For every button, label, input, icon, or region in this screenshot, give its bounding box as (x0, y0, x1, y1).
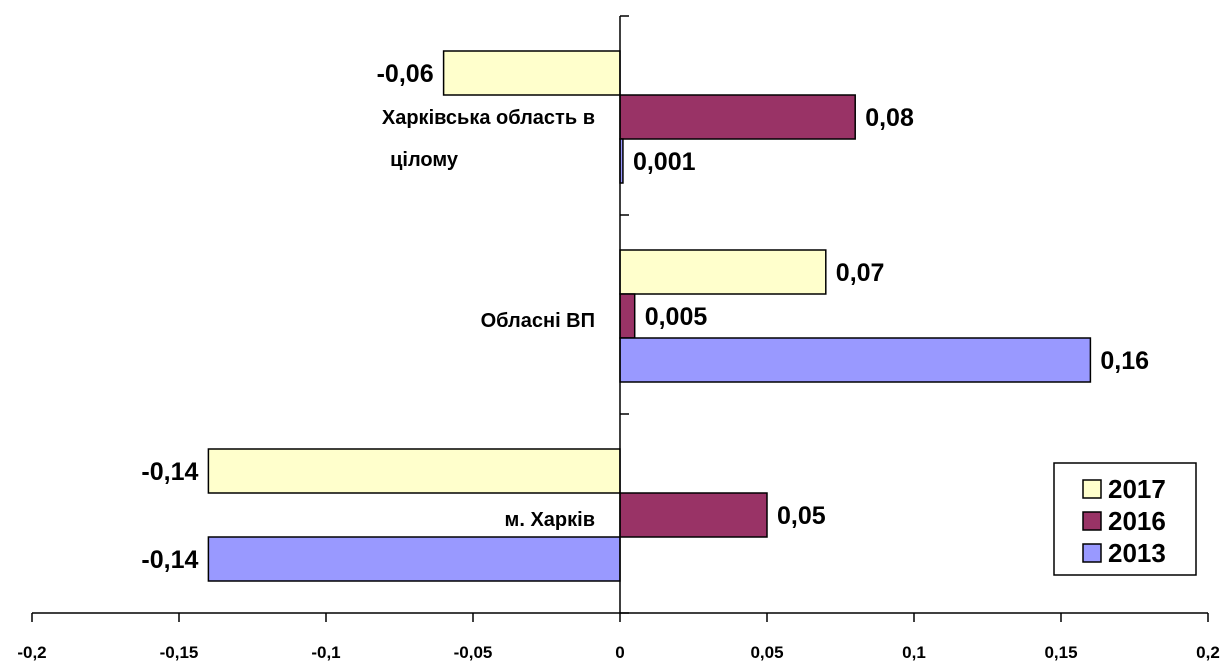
legend-swatch-2016 (1082, 511, 1102, 531)
bar-2017-1 (619, 249, 827, 295)
bar-2016-2 (619, 492, 768, 538)
legend-swatch-2017 (1082, 479, 1102, 499)
category-label-line-0-0: Харківська область в (382, 107, 595, 129)
bars-layer (207, 50, 1092, 582)
x-tick-label-2: -0,1 (311, 643, 340, 662)
data-label-2016-2: 0,05 (777, 502, 826, 530)
x-tick-label-0: -0,2 (17, 643, 46, 662)
data-label-2017-2: -0,14 (141, 458, 198, 486)
bar-2016-1 (619, 293, 636, 339)
labels-layer: -0,06 0,07 -0,14 0,08 0,005 0,05 0,001 0,16 -0,1… (141, 60, 1149, 574)
category-label-line-2-0: м. Харків (505, 509, 595, 531)
x-tick-label-1: -0,15 (160, 643, 199, 662)
legend-label-2013: 2013 (1108, 538, 1166, 568)
x-tick-label-3: -0,05 (454, 643, 493, 662)
category-label-0: Харківська область в цілому (382, 107, 595, 171)
x-tick-label-8: 0,2 (1196, 643, 1220, 662)
category-label-line-0-1: цілому (390, 149, 459, 171)
data-label-2013-2: -0,14 (141, 546, 198, 574)
bar-2017-2 (207, 448, 621, 494)
bar-2013-2 (207, 536, 621, 582)
category-label-line-1-0: Обласні ВП (481, 310, 595, 332)
data-label-2017-0: -0,06 (377, 60, 434, 88)
x-tick-label-7: 0,15 (1044, 643, 1077, 662)
data-label-2013-1: 0,16 (1100, 347, 1149, 375)
bar-2013-1 (619, 337, 1092, 383)
axes-layer: -0,2 -0,15 -0,1 -0,05 0 0,05 0,1 0,15 0,2 (17, 15, 1220, 662)
data-label-2013-0: 0,001 (633, 148, 696, 176)
category-label-1: Обласні ВП (481, 310, 595, 332)
x-tick-label-6: 0,1 (902, 643, 926, 662)
legend-box (1053, 462, 1197, 576)
bar-2017-0 (442, 50, 621, 96)
x-tick-label-4: 0 (615, 643, 624, 662)
bar-2016-0 (619, 94, 856, 140)
legend-swatch-2013 (1082, 543, 1102, 563)
x-tick-label-5: 0,05 (750, 643, 783, 662)
data-label-2016-1: 0,005 (645, 303, 708, 331)
legend-label-2017: 2017 (1108, 474, 1166, 504)
legend-label-2016: 2016 (1108, 506, 1166, 536)
data-label-2017-1: 0,07 (836, 259, 885, 287)
category-label-2: м. Харків (505, 509, 595, 531)
data-label-2016-0: 0,08 (865, 104, 914, 132)
